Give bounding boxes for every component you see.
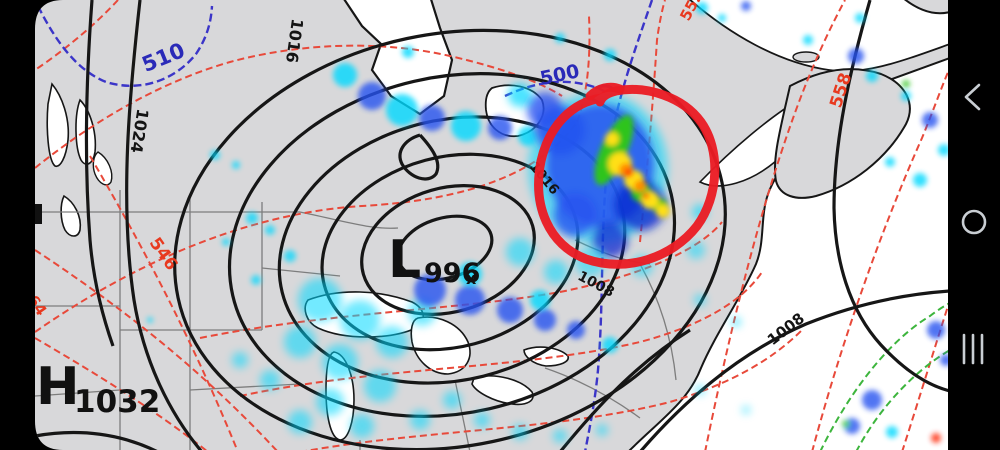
high-symbol: H — [36, 357, 80, 417]
back-icon — [964, 83, 981, 111]
radar-left-specks — [147, 150, 296, 323]
recents-button[interactable] — [962, 333, 984, 365]
recents-bars-icon — [962, 333, 984, 365]
home-circle-icon — [961, 209, 987, 235]
green-contours — [819, 302, 948, 450]
pei-land — [792, 51, 820, 63]
map-image: 510 500 1016 1024 1016 1008 1008 558 546… — [35, 0, 948, 450]
low-marker: x — [466, 269, 477, 288]
thickness-lines — [35, 0, 948, 450]
high-value: 1032 — [74, 384, 160, 420]
lake-huron — [410, 316, 471, 375]
annotation-circle — [534, 82, 720, 269]
radar-light-band — [232, 238, 750, 443]
pressure-centers: H 1032 L 996 x — [36, 230, 480, 420]
nav-bar — [961, 83, 987, 365]
radar-core — [508, 83, 708, 277]
home-button[interactable] — [961, 209, 987, 235]
radar-coast-specks — [696, 1, 948, 443]
isobars — [35, 0, 948, 450]
low-symbol: L — [388, 230, 421, 290]
gulf-st-lawrence — [685, 0, 948, 73]
newfoundland-land — [900, 0, 948, 15]
back-button[interactable] — [964, 83, 981, 111]
low-value: 996 — [424, 258, 480, 289]
lake-erie — [471, 375, 534, 406]
